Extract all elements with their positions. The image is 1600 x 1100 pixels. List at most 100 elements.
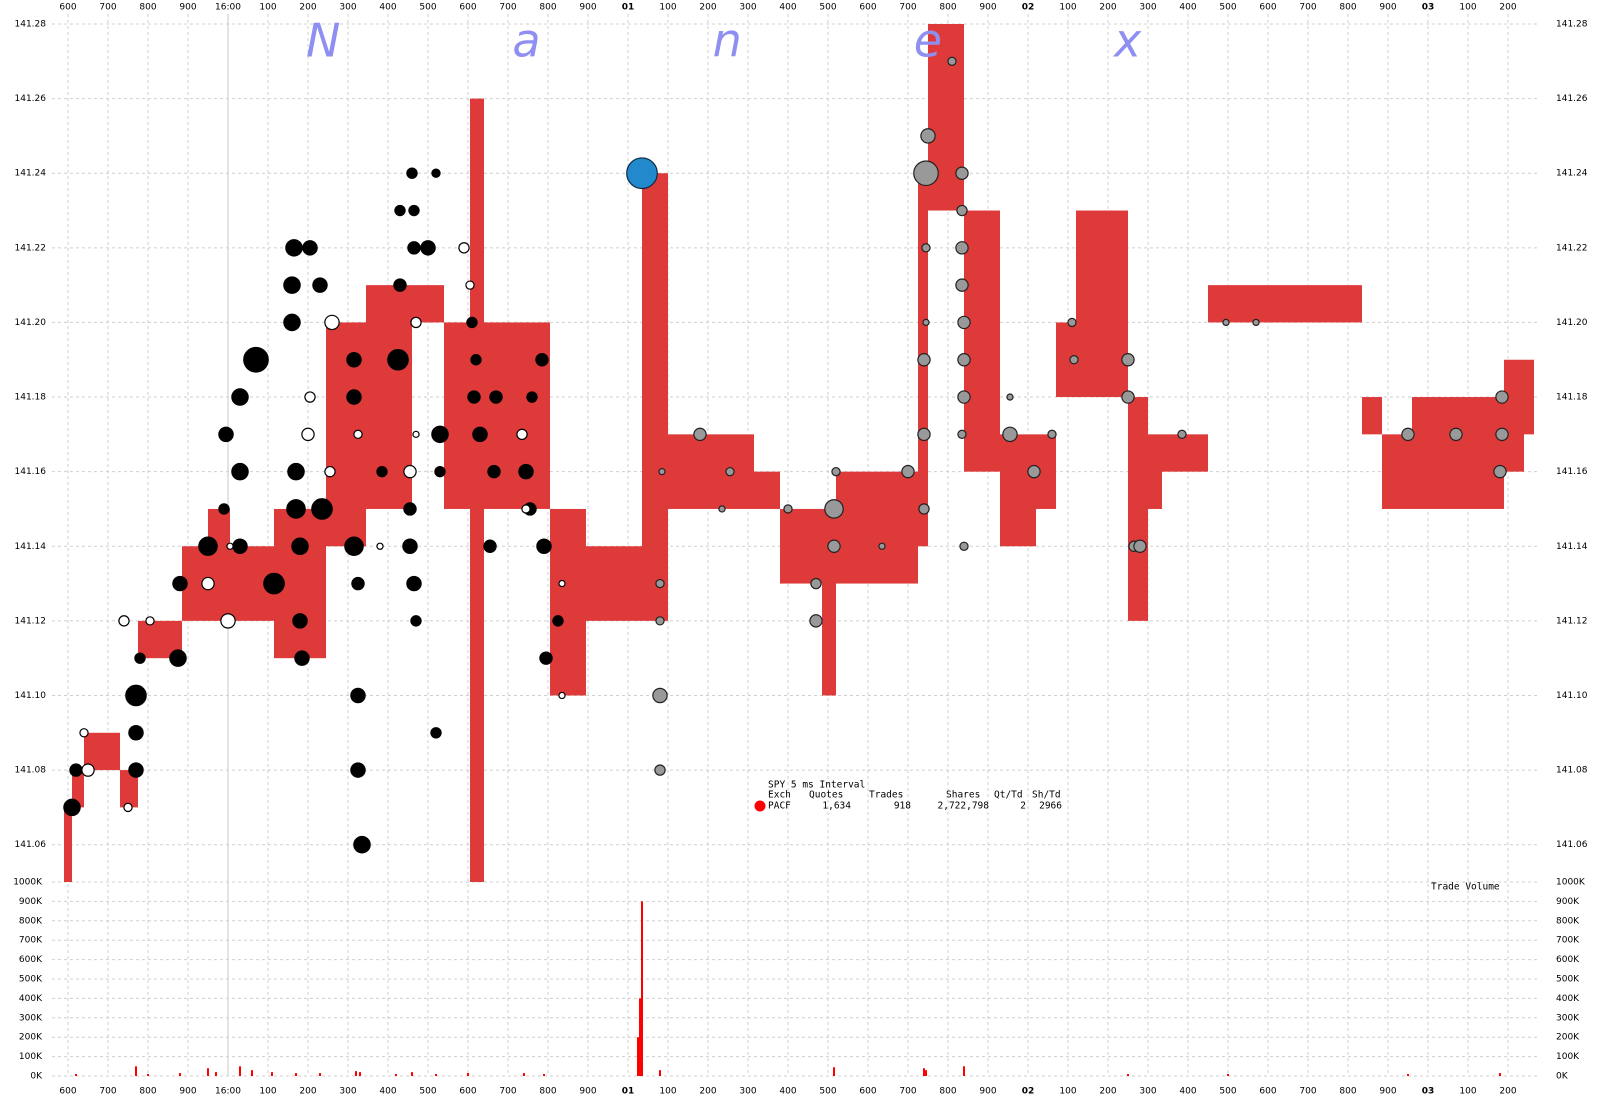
x-tick-label: 700 <box>1299 1087 1316 1097</box>
quote-band <box>1524 359 1534 435</box>
trade <box>353 429 363 440</box>
y-tick-label: 141.28 <box>15 20 47 30</box>
volume-bar <box>215 1072 217 1076</box>
y-tick-label: 141.10 <box>15 691 47 701</box>
x-tick-label: 700 <box>99 3 116 13</box>
trade <box>536 538 552 555</box>
x-tick-label: 500 <box>1219 1087 1236 1097</box>
quote-band <box>668 434 754 509</box>
quote-band <box>1148 434 1162 509</box>
x-tick-label: 02 <box>1022 1087 1035 1097</box>
volume-bar <box>639 998 641 1076</box>
legend-header: Sh/Td <box>1032 790 1061 801</box>
trade <box>118 615 130 627</box>
trade <box>301 427 315 442</box>
trade <box>1133 539 1147 553</box>
trade <box>558 691 566 700</box>
trade <box>145 616 155 626</box>
trade <box>955 278 969 292</box>
x-tick-label: 200 <box>299 1087 316 1097</box>
y2-tick-label: 200K <box>1556 1033 1580 1043</box>
y2-tick-label: 700K <box>1556 936 1580 946</box>
legend-header: Trades <box>869 790 903 801</box>
legend-title: SPY 5 ms Interval <box>768 780 865 791</box>
quote-band <box>754 471 780 509</box>
legend-header: Qt/Td <box>994 790 1023 801</box>
trade <box>920 128 936 144</box>
quote-band <box>586 546 642 621</box>
trade <box>489 390 503 404</box>
trade <box>376 465 388 478</box>
y-tick-label: 141.22 <box>1556 243 1588 253</box>
trade <box>407 241 421 255</box>
volume-bar <box>207 1068 209 1076</box>
trade <box>231 462 249 481</box>
x-tick-label: 900 <box>179 1087 196 1097</box>
x-tick-label: 200 <box>699 1087 716 1097</box>
y2-tick-label: 1000K <box>13 878 43 888</box>
x-tick-label: 500 <box>419 3 436 13</box>
y2-tick-label: 900K <box>1556 897 1580 907</box>
x-tick-label: 100 <box>1059 3 1076 13</box>
trade <box>169 649 187 667</box>
chart-title: Nanex <box>306 14 1313 68</box>
y-tick-label: 141.08 <box>15 766 47 776</box>
volume-bar <box>467 1073 469 1076</box>
quote-band <box>444 322 470 509</box>
trade <box>652 687 668 704</box>
y-tick-label: 141.12 <box>15 616 47 626</box>
quote-band <box>208 508 230 621</box>
quote-band <box>484 322 550 509</box>
trade <box>809 614 823 628</box>
trade <box>472 426 488 443</box>
volume-bar <box>523 1073 525 1076</box>
legend-cell: 1,634 <box>822 801 851 812</box>
y-tick-label: 141.26 <box>1556 94 1588 104</box>
y-tick-label: 141.16 <box>15 467 47 477</box>
quote-band <box>964 210 1000 472</box>
x-tick-label: 800 <box>1339 1087 1356 1097</box>
trade <box>218 426 234 443</box>
y-tick-label: 141.24 <box>15 169 47 179</box>
y2-tick-label: 600K <box>1556 955 1580 965</box>
y2-tick-label: 800K <box>19 916 43 926</box>
quote-band <box>120 770 138 808</box>
y-tick-label: 141.14 <box>1556 542 1588 552</box>
y2-tick-label: 600K <box>19 955 43 965</box>
trade <box>1006 393 1014 401</box>
quote-band <box>1382 434 1412 509</box>
trade <box>1027 464 1041 479</box>
trade <box>655 578 665 589</box>
x-tick-label: 200 <box>699 3 716 13</box>
x-tick-label: 500 <box>419 1087 436 1097</box>
trade <box>403 464 417 479</box>
trade <box>406 167 418 179</box>
volume-bar <box>319 1073 321 1076</box>
trade <box>831 466 841 477</box>
y2-tick-label: 400K <box>19 994 43 1004</box>
x-tick-label: 100 <box>259 1087 276 1097</box>
quote-band <box>1504 359 1524 472</box>
y2-tick-label: 900K <box>19 897 43 907</box>
trade <box>243 346 269 373</box>
volume-bar <box>1407 1074 1409 1076</box>
trade <box>658 467 666 476</box>
x-tick-label: 100 <box>659 1087 676 1097</box>
y2-tick-label: 500K <box>19 975 43 985</box>
volume-bar <box>355 1071 357 1076</box>
volume-bar <box>411 1072 413 1076</box>
x-tick-label: 600 <box>59 3 76 13</box>
volume-bar <box>75 1074 77 1076</box>
y2-tick-label: 500K <box>1556 975 1580 985</box>
trade <box>470 354 482 366</box>
trade <box>376 542 384 550</box>
trade <box>917 427 931 442</box>
x-tick-label: 800 <box>939 1087 956 1097</box>
trade <box>291 537 309 556</box>
quote-band <box>1036 434 1056 509</box>
y2-tick-label: 1000K <box>1556 878 1586 888</box>
trade <box>1252 318 1260 327</box>
legend-swatch <box>754 800 766 812</box>
x-tick-label: 200 <box>1499 3 1516 13</box>
x-tick-label: 700 <box>499 1087 516 1097</box>
